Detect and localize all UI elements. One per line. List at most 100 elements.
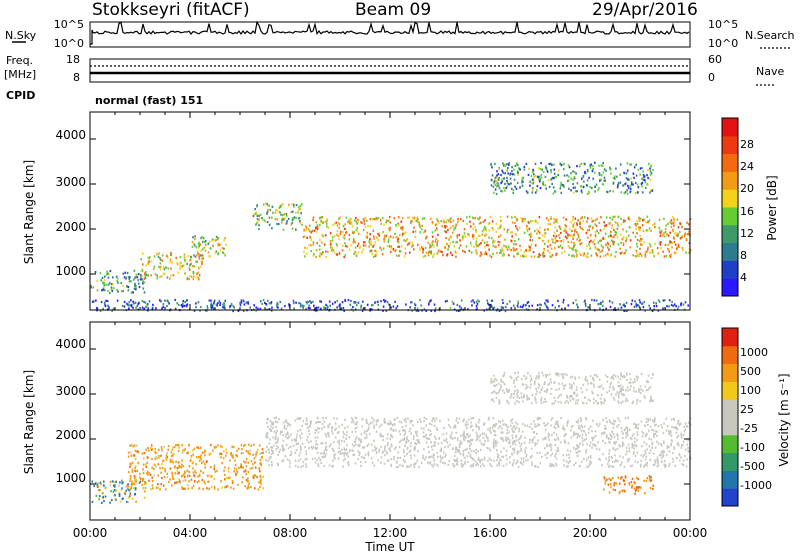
vel-point xyxy=(363,431,366,434)
vel-point xyxy=(399,456,401,459)
vel-point xyxy=(605,436,608,439)
power-point xyxy=(336,253,338,256)
power-point xyxy=(658,228,661,232)
vel-point xyxy=(204,463,206,466)
vel-point xyxy=(603,488,605,491)
power-point xyxy=(599,179,601,182)
vel-point xyxy=(492,441,495,444)
vel-point xyxy=(608,389,611,393)
power-point xyxy=(656,246,659,250)
power-point xyxy=(538,175,541,178)
vel-point xyxy=(513,447,515,450)
vel-point xyxy=(557,449,560,452)
power-point xyxy=(342,306,345,310)
vel-point xyxy=(479,448,482,452)
vel-point xyxy=(358,451,361,454)
vel-point xyxy=(160,454,162,457)
power-point xyxy=(334,222,336,225)
power-point xyxy=(202,237,205,240)
power-point xyxy=(573,221,576,224)
vel-point xyxy=(651,428,653,431)
power-point xyxy=(372,245,374,248)
vel-point xyxy=(171,477,174,480)
power-point xyxy=(90,286,92,289)
vel-point xyxy=(610,485,612,488)
vel-point xyxy=(326,432,329,435)
vel-point xyxy=(343,440,346,443)
vel-point xyxy=(502,375,505,378)
power-point xyxy=(140,258,143,261)
vel-point xyxy=(207,480,210,483)
power-point xyxy=(128,307,130,310)
power-point xyxy=(557,173,560,177)
vel-point xyxy=(636,378,639,381)
vel-point xyxy=(277,437,279,440)
vel-point xyxy=(494,425,496,428)
vel-point xyxy=(621,442,624,445)
vel-point xyxy=(390,445,393,448)
vel-point xyxy=(546,452,548,455)
vel-point xyxy=(612,385,614,389)
vel-point xyxy=(546,456,548,460)
vel-point xyxy=(414,431,417,434)
vel-point xyxy=(188,480,190,483)
vel-point xyxy=(555,422,557,426)
power-point xyxy=(662,299,665,302)
vel-point xyxy=(623,479,625,483)
vel-point xyxy=(611,465,613,468)
power-point xyxy=(163,265,165,269)
vel-point xyxy=(269,438,271,441)
power-point xyxy=(659,241,662,244)
vel-point xyxy=(670,442,672,445)
vel-point xyxy=(661,456,663,459)
power-point xyxy=(536,221,539,224)
power-point xyxy=(135,275,138,278)
power-point xyxy=(264,220,267,223)
power-point xyxy=(594,185,596,188)
vel-point xyxy=(580,424,583,427)
vel-point xyxy=(294,464,297,467)
power-point xyxy=(197,242,200,245)
power-point xyxy=(529,180,531,183)
vel-point xyxy=(339,450,341,453)
vel-point xyxy=(354,427,356,430)
power-point xyxy=(123,276,126,279)
power-point xyxy=(563,168,565,171)
vel-point xyxy=(519,436,522,439)
vel-point xyxy=(134,476,137,479)
vel-point xyxy=(146,461,149,464)
power-point xyxy=(574,227,577,231)
power-point xyxy=(453,228,455,231)
power-point xyxy=(412,244,414,247)
vel-point xyxy=(515,421,517,424)
vel-point xyxy=(531,463,533,466)
power-point xyxy=(310,250,312,253)
power-point xyxy=(370,308,373,311)
vel-point xyxy=(482,443,484,446)
vel-point xyxy=(538,372,540,375)
power-point xyxy=(352,231,354,235)
power-point xyxy=(334,301,336,304)
power-point xyxy=(575,250,577,253)
vel-point xyxy=(449,436,452,439)
power-point xyxy=(444,300,447,303)
vel-point xyxy=(548,444,551,447)
vel-point xyxy=(656,465,659,468)
power-point xyxy=(513,248,516,251)
vel-point xyxy=(300,446,302,450)
vel-point xyxy=(488,457,491,460)
vel-point xyxy=(289,465,291,468)
power-point xyxy=(490,305,493,308)
vel-point xyxy=(268,463,270,467)
vel-point xyxy=(635,424,638,427)
vel-point xyxy=(657,461,659,464)
power-point xyxy=(339,216,341,219)
power-point xyxy=(629,239,632,242)
vel-point xyxy=(465,420,468,423)
power-point xyxy=(408,242,410,245)
power-point xyxy=(536,175,539,178)
vel-point xyxy=(605,427,607,430)
vel-point xyxy=(614,375,617,378)
vel-point xyxy=(289,462,292,465)
vel-point xyxy=(386,452,389,455)
